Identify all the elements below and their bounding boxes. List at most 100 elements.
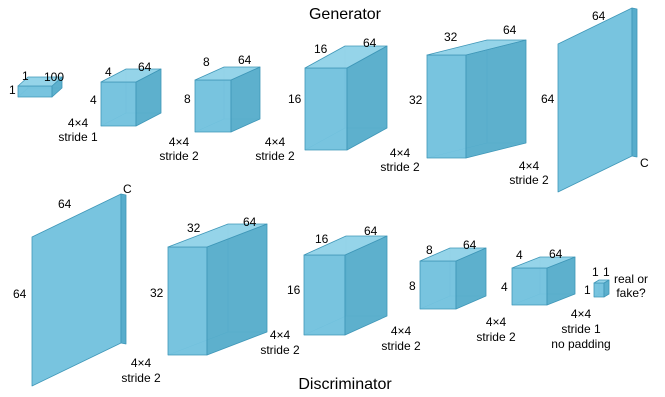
op-kernel-label: 4×4 — [391, 324, 412, 338]
volume-width-label: 8 — [203, 55, 210, 69]
volume-depth-label: 64 — [138, 60, 152, 74]
volume-width-label: 8 — [426, 243, 433, 257]
op-stride-label: stride 1 — [58, 130, 98, 144]
box-top-face — [100, 68, 162, 83]
volume-width-label: 64 — [58, 197, 72, 211]
op-kernel-label: 4×4 — [270, 328, 291, 342]
discriminator-volume-32x32x64: 32 64 32 — [150, 215, 268, 356]
op-stride-label: stride 2 — [159, 149, 199, 163]
volume-height-label: 4 — [501, 280, 508, 294]
box-top-face — [194, 66, 261, 81]
box-top-face — [511, 256, 576, 269]
op-stride-label: stride 2 — [509, 173, 549, 187]
discriminator-input-volume: 64 64 C — [13, 182, 132, 387]
box-side-face — [465, 39, 527, 159]
op-stride-label: stride 2 — [260, 343, 300, 357]
box-front-face — [100, 81, 137, 127]
volume-depth-label: 64 — [503, 23, 517, 37]
volume-depth-label: 1 — [603, 265, 610, 279]
discriminator-op-4: 4×4 stride 2 — [476, 315, 516, 344]
box-front-face — [17, 85, 53, 98]
slab-edge — [120, 193, 127, 345]
discriminator-op-1: 4×4 stride 2 — [121, 356, 161, 385]
op-kernel-label: 4×4 — [519, 159, 540, 173]
discriminator-output-volume: 1 1 1 — [584, 265, 610, 298]
box-front-face — [511, 267, 548, 306]
generator-op-2: 4×4 stride 2 — [159, 135, 199, 163]
slab-edge — [631, 7, 638, 158]
volume-width-label: 4 — [516, 248, 523, 262]
volume-width-label: 32 — [444, 30, 458, 44]
volume-height-label: 16 — [288, 92, 302, 106]
volume-height-label: 8 — [184, 92, 191, 106]
discriminator-volume-16x16x64: 16 64 16 — [287, 224, 388, 336]
volume-depth-label: C — [640, 156, 649, 170]
generator-volume-1x1x100: 1 100 1 — [9, 69, 64, 98]
discriminator-title: Discriminator — [298, 376, 392, 393]
output-label-line1: real or — [614, 272, 648, 286]
volume-height-label: 1 — [584, 283, 591, 297]
op-extra-label: no padding — [551, 337, 610, 351]
box-front-face — [194, 79, 232, 133]
volume-depth-label: 64 — [363, 36, 377, 50]
volume-depth-label: 64 — [549, 247, 563, 261]
discriminator-op-3: 4×4 stride 2 — [381, 324, 421, 353]
generator-op-5: 4×4 stride 2 — [509, 159, 549, 187]
volume-height-label: 16 — [287, 283, 301, 297]
generator-op-1: 4×4 stride 1 — [58, 116, 98, 144]
volume-depth-label: 64 — [463, 238, 477, 252]
op-stride-label: stride 2 — [476, 330, 516, 344]
box-front-face — [303, 254, 346, 336]
box-front-face — [426, 54, 467, 159]
op-kernel-label: 4×4 — [68, 116, 89, 130]
discriminator-op-2: 4×4 stride 2 — [260, 328, 300, 357]
op-stride-label: stride 1 — [561, 322, 601, 336]
discriminator-output-label: real or fake? — [614, 272, 648, 300]
volume-width-label: 4 — [105, 65, 112, 79]
generator-volume-4x4x64: 4 64 4 — [90, 60, 162, 127]
op-kernel-label: 4×4 — [486, 315, 507, 329]
discriminator-volume-4x4x64: 4 64 4 — [501, 247, 576, 306]
volume-width-label: 16 — [314, 42, 328, 56]
output-label-line2: fake? — [616, 286, 646, 300]
volume-width-label: 64 — [592, 9, 606, 23]
volume-depth-label: 64 — [364, 224, 378, 238]
box-front-face — [419, 260, 457, 310]
op-kernel-label: 4×4 — [169, 135, 190, 149]
volume-height-label: 64 — [541, 92, 555, 106]
slab-face — [557, 7, 633, 193]
volume-depth-label: C — [123, 182, 132, 196]
generator-volume-8x8x64: 8 64 8 — [184, 53, 261, 133]
volume-height-label: 4 — [90, 93, 97, 107]
generator-op-3: 4×4 stride 2 — [255, 135, 295, 163]
box-top-face — [167, 223, 268, 248]
generator-output-volume: 64 64 C — [541, 7, 649, 193]
box-front-face — [304, 67, 348, 151]
volume-height-label: 1 — [9, 83, 16, 97]
discriminator-op-5: 4×4 stride 1 no padding — [551, 307, 610, 351]
op-stride-label: stride 2 — [255, 149, 295, 163]
box-top-face — [304, 45, 388, 69]
op-kernel-label: 4×4 — [265, 135, 286, 149]
volume-height-label: 32 — [150, 286, 164, 300]
box-front-face — [167, 246, 208, 356]
generator-op-4: 4×4 stride 2 — [380, 146, 420, 174]
op-kernel-label: 4×4 — [571, 307, 592, 321]
generator-volume-16x16x64: 16 64 16 — [288, 36, 388, 151]
box-top-face — [303, 235, 388, 256]
slab-face — [31, 193, 122, 387]
op-kernel-label: 4×4 — [131, 356, 152, 370]
op-stride-label: stride 2 — [121, 371, 161, 385]
volume-width-label: 16 — [315, 232, 329, 246]
discriminator-volume-8x8x64: 8 64 8 — [409, 238, 487, 310]
generator-volume-32x32x64: 32 64 32 — [409, 23, 527, 159]
generator-title: Generator — [309, 6, 382, 23]
volume-width-label: 1 — [22, 69, 29, 83]
op-kernel-label: 4×4 — [390, 146, 411, 160]
volume-width-label: 1 — [592, 265, 599, 279]
volume-width-label: 32 — [187, 221, 201, 235]
box-front-face — [593, 282, 605, 298]
volume-depth-label: 64 — [243, 215, 257, 229]
